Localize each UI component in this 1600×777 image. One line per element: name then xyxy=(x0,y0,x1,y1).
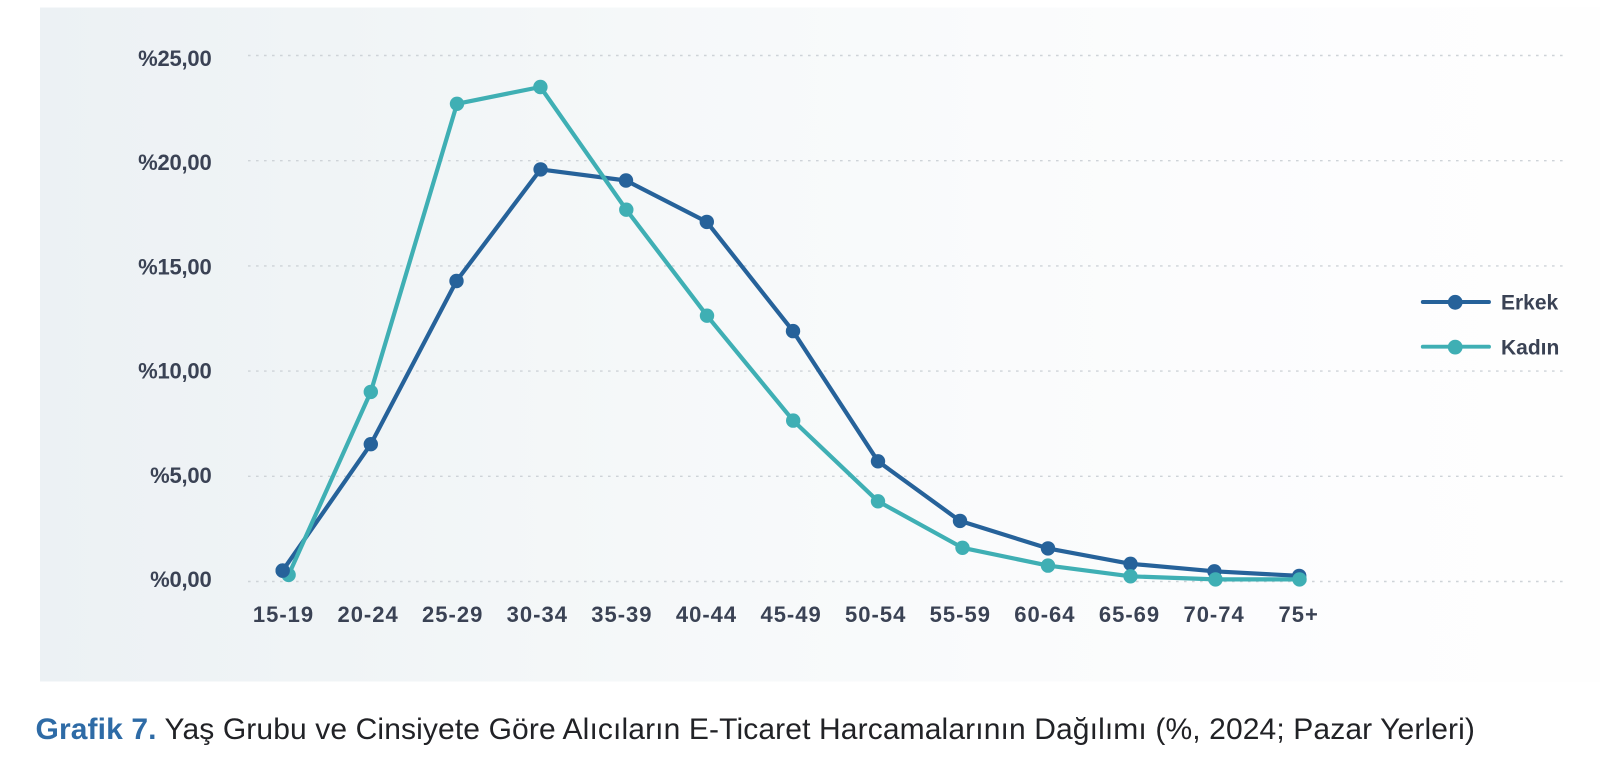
svg-text:Erkek: Erkek xyxy=(1501,292,1559,315)
svg-text:Grafik 7. Yaş Grubu ve Cinsiye: Grafik 7. Yaş Grubu ve Cinsiyete Göre Al… xyxy=(36,713,1476,746)
svg-text:20-24: 20-24 xyxy=(337,602,398,627)
svg-text:%25,00: %25,00 xyxy=(138,46,211,71)
svg-text:%15,00: %15,00 xyxy=(138,254,211,279)
svg-text:65-69: 65-69 xyxy=(1099,602,1160,627)
svg-text:70-74: 70-74 xyxy=(1183,602,1244,627)
svg-text:35-39: 35-39 xyxy=(591,602,652,627)
svg-text:40-44: 40-44 xyxy=(676,602,737,627)
svg-text:15-19: 15-19 xyxy=(253,602,314,627)
svg-text:%20,00: %20,00 xyxy=(138,150,211,175)
svg-text:%0,00: %0,00 xyxy=(150,567,211,592)
svg-text:Kadın: Kadın xyxy=(1501,337,1559,360)
svg-text:30-34: 30-34 xyxy=(507,602,568,627)
svg-text:75+: 75+ xyxy=(1279,602,1319,627)
svg-text:50-54: 50-54 xyxy=(845,602,906,627)
svg-text:%5,00: %5,00 xyxy=(150,463,211,488)
svg-text:%10,00: %10,00 xyxy=(138,359,211,384)
svg-text:25-29: 25-29 xyxy=(422,602,483,627)
svg-text:60-64: 60-64 xyxy=(1014,602,1075,627)
svg-text:45-49: 45-49 xyxy=(760,602,821,627)
svg-text:55-59: 55-59 xyxy=(930,602,991,627)
